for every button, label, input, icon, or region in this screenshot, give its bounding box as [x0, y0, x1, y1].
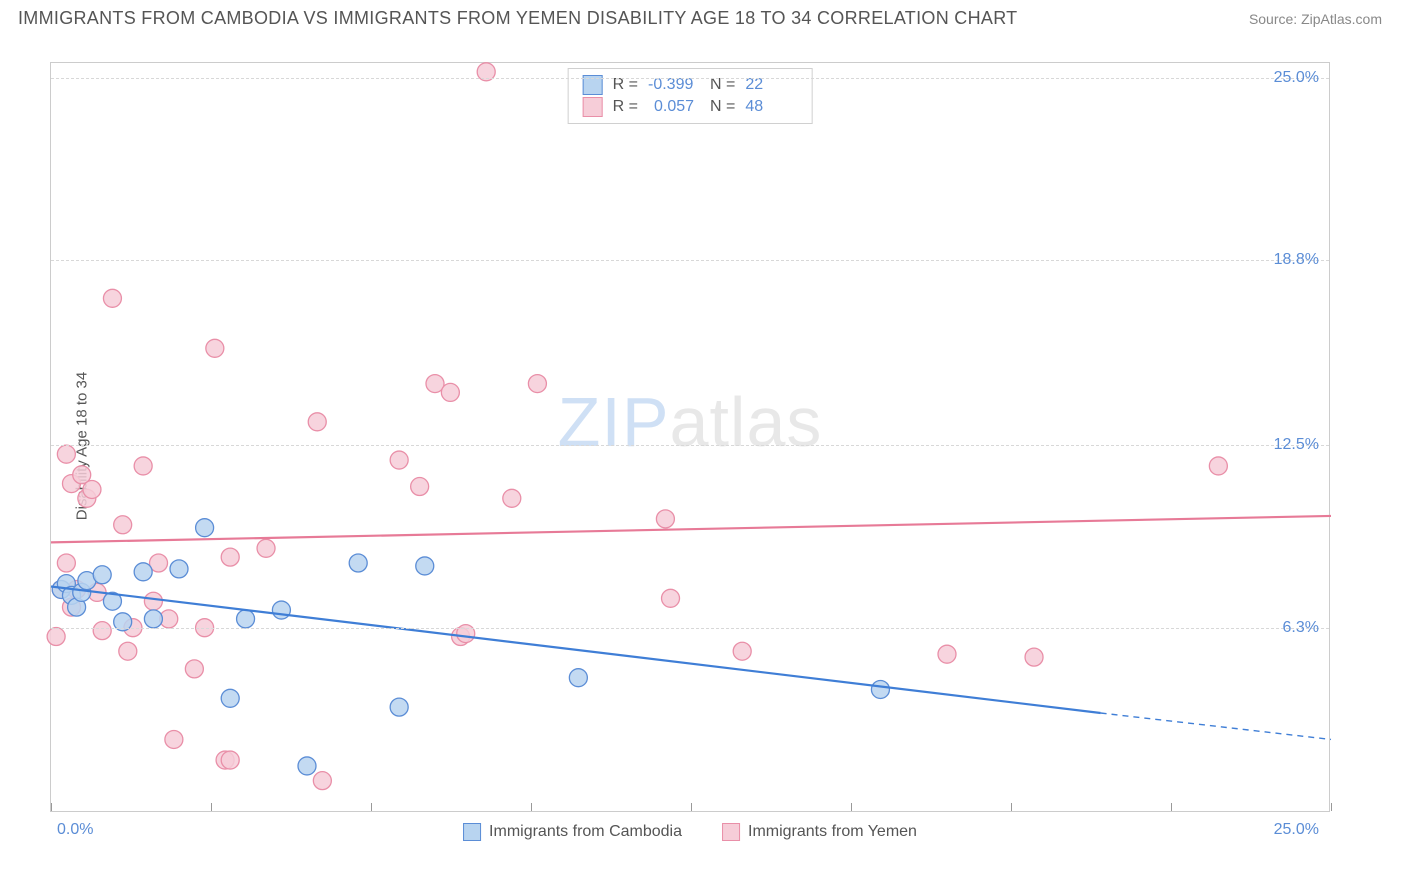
grid-line	[51, 260, 1329, 261]
stats-r-value-yemen: 0.057	[648, 98, 700, 116]
legend-swatch-yemen	[722, 823, 740, 841]
stats-swatch-yemen	[583, 97, 603, 117]
y-tick-label: 12.5%	[1274, 436, 1319, 454]
stats-row-yemen: R = 0.057 N = 48	[583, 96, 798, 118]
stats-r-label-2: R =	[613, 98, 638, 116]
stats-legend-box: R = -0.399 N = 22 R = 0.057 N = 48	[568, 68, 813, 124]
x-tick-mark	[691, 803, 692, 811]
scatter-plot-svg	[51, 63, 1329, 811]
legend-label-cambodia: Immigrants from Cambodia	[489, 823, 682, 841]
x-tick-mark	[531, 803, 532, 811]
x-tick-mark	[51, 803, 52, 811]
stats-n-label-2: N =	[710, 98, 735, 116]
chart-header: IMMIGRANTS FROM CAMBODIA VS IMMIGRANTS F…	[0, 0, 1406, 29]
stats-n-value-yemen: 48	[745, 98, 797, 116]
legend-item-yemen: Immigrants from Yemen	[722, 823, 917, 841]
y-tick-label: 25.0%	[1274, 69, 1319, 87]
grid-line	[51, 445, 1329, 446]
grid-line	[51, 628, 1329, 629]
x-tick-label: 0.0%	[57, 821, 93, 839]
legend-bottom: Immigrants from Cambodia Immigrants from…	[463, 823, 917, 841]
x-tick-label: 25.0%	[1274, 821, 1319, 839]
y-tick-label: 18.8%	[1274, 251, 1319, 269]
x-tick-mark	[1331, 803, 1332, 811]
legend-label-yemen: Immigrants from Yemen	[748, 823, 917, 841]
chart-title: IMMIGRANTS FROM CAMBODIA VS IMMIGRANTS F…	[18, 8, 1017, 29]
legend-swatch-cambodia	[463, 823, 481, 841]
y-tick-label: 6.3%	[1283, 619, 1319, 637]
grid-line	[51, 78, 1329, 79]
chart-plot-area: ZIPatlas R = -0.399 N = 22 R = 0.057 N =…	[50, 62, 1330, 812]
x-tick-mark	[371, 803, 372, 811]
x-tick-mark	[211, 803, 212, 811]
x-tick-mark	[1011, 803, 1012, 811]
chart-source: Source: ZipAtlas.com	[1249, 11, 1382, 27]
legend-item-cambodia: Immigrants from Cambodia	[463, 823, 682, 841]
x-tick-mark	[851, 803, 852, 811]
x-tick-mark	[1171, 803, 1172, 811]
